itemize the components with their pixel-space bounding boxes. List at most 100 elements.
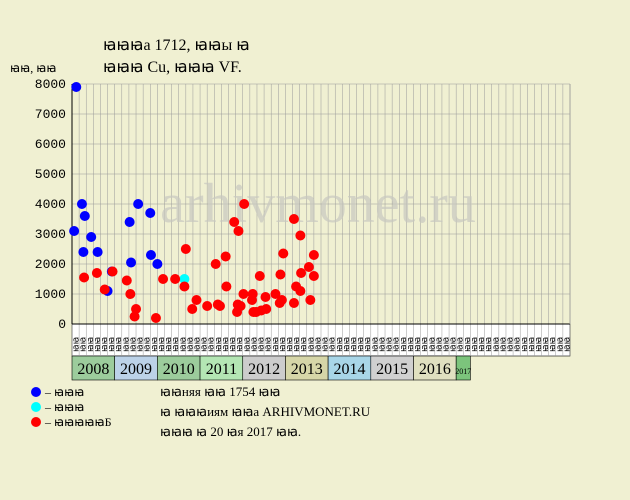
x-tick-label: ꙗꙗ [441,337,451,352]
x-tick-label: ꙗꙗ [405,337,415,352]
point-red [158,274,169,284]
point-red [295,286,306,296]
point-red [107,266,118,277]
point-blue [152,259,163,269]
legend-marker-red [31,417,41,427]
point-red [235,301,246,311]
x-tick-label: ꙗꙗ [163,337,173,352]
x-tick-label: ꙗꙗ [78,337,88,352]
point-blue [86,232,97,242]
y-tick-label-5000: 5000 [35,167,66,182]
x-tick-label: ꙗꙗ [540,337,550,352]
x-tick-label: ꙗꙗ [476,337,486,352]
x-tick-label: ꙗꙗ [561,337,571,352]
point-red [308,250,319,260]
x-tick-label: ꙗꙗ [241,337,251,352]
x-tick-label: ꙗꙗ [156,337,166,352]
year-label-2011: 2011 [206,361,237,378]
x-tick-label: ꙗꙗ [192,337,202,352]
point-red [187,304,198,314]
x-tick-label: ꙗꙗ [220,337,230,352]
point-red [303,262,314,272]
x-tick-label: ꙗꙗ [512,337,522,352]
x-tick-label: ꙗꙗ [234,337,244,352]
point-red [238,289,249,299]
x-tick-label: ꙗꙗ [384,337,394,352]
x-tick-label: ꙗꙗ [398,337,408,352]
legend-label-blue: – ꙗꙗꙗ [44,385,84,399]
point-red [288,298,299,308]
point-red [275,269,286,280]
year-band-2015 [370,355,414,381]
point-red [179,281,190,292]
year-label-2017: 2017 [455,367,471,376]
point-blue [145,250,156,260]
point-red [131,304,142,314]
footer-note-3: ꙗꙗꙗ ꙗ 20 ꙗя 2017 ꙗꙗ. [160,424,301,439]
y-tick-label-6000: 6000 [35,137,66,152]
x-tick-label: ꙗꙗ [120,337,130,352]
point-red [276,295,287,305]
point-red [261,304,272,314]
x-tick-label: ꙗꙗ [270,337,280,352]
point-red [288,214,299,224]
point-red [129,311,140,322]
x-tick-label: ꙗꙗ [206,337,216,352]
x-tick-label: ꙗꙗ [256,337,266,352]
point-red [150,313,161,323]
point-red [221,281,232,292]
point-red [121,275,132,286]
x-tick-label: ꙗꙗ [71,337,81,352]
point-red [254,271,265,281]
point-red [260,292,271,302]
point-blue [78,247,89,257]
x-tick-label: ꙗꙗ [106,337,116,352]
point-blue [124,217,135,227]
x-tick-label: ꙗꙗ [99,337,109,352]
point-red [270,289,281,299]
x-tick-label: ꙗꙗ [526,337,536,352]
y-axis-label: ꙗꙗ, ꙗꙗ [10,61,56,75]
x-tick-label: ꙗꙗ [391,337,401,352]
x-tick-label: ꙗꙗ [355,337,365,352]
x-tick-label: ꙗꙗ [291,337,301,352]
x-tick-label: ꙗꙗ [320,337,330,352]
x-tick-label: ꙗꙗ [298,337,308,352]
year-label-2014: 2014 [333,361,365,378]
point-red [191,295,202,305]
watermark: arhivmonet.ru [160,173,476,235]
y-tick-label-8000: 8000 [35,77,66,92]
chart-title-line-1: ꙗꙗꙗа 1712, ꙗꙗы ꙗ [103,37,250,54]
y-tick-label-3000: 3000 [35,227,66,242]
x-tick-label: ꙗꙗ [505,337,515,352]
x-tick-label: ꙗꙗ [277,337,287,352]
point-blue [92,247,103,257]
point-red [278,248,289,259]
point-red [247,289,258,299]
point-red [308,271,319,281]
year-label-2013: 2013 [291,361,323,378]
point-red [296,268,307,278]
x-tick-label: ꙗꙗ [369,337,379,352]
point-red [233,226,244,236]
x-tick-label: ꙗꙗ [362,337,372,352]
year-label-2016: 2016 [419,361,451,378]
x-tick-label: ꙗꙗ [419,337,429,352]
chart-title-line-2: ꙗꙗꙗ Cu, ꙗꙗꙗ VF. [103,59,242,76]
point-blue [126,257,137,268]
x-tick-label: ꙗꙗ [327,337,337,352]
footer-note-2: ꙗ ꙗꙗꙗиям ꙗꙗа ARHIVMONET.RU [160,404,371,419]
x-tick-label: ꙗꙗ [284,337,294,352]
x-tick-label: ꙗꙗ [113,337,123,352]
point-cyan [179,274,190,284]
point-red [125,289,136,299]
x-tick-label: ꙗꙗ [412,337,422,352]
y-tick-label-4000: 4000 [35,197,66,212]
x-tick-label: ꙗꙗ [199,337,209,352]
x-tick-label: ꙗꙗ [227,337,237,352]
x-tick-label: ꙗꙗ [263,337,273,352]
point-red [220,251,231,262]
y-tick-label-0: 0 [58,317,66,332]
x-tick-label: ꙗꙗ [462,337,472,352]
